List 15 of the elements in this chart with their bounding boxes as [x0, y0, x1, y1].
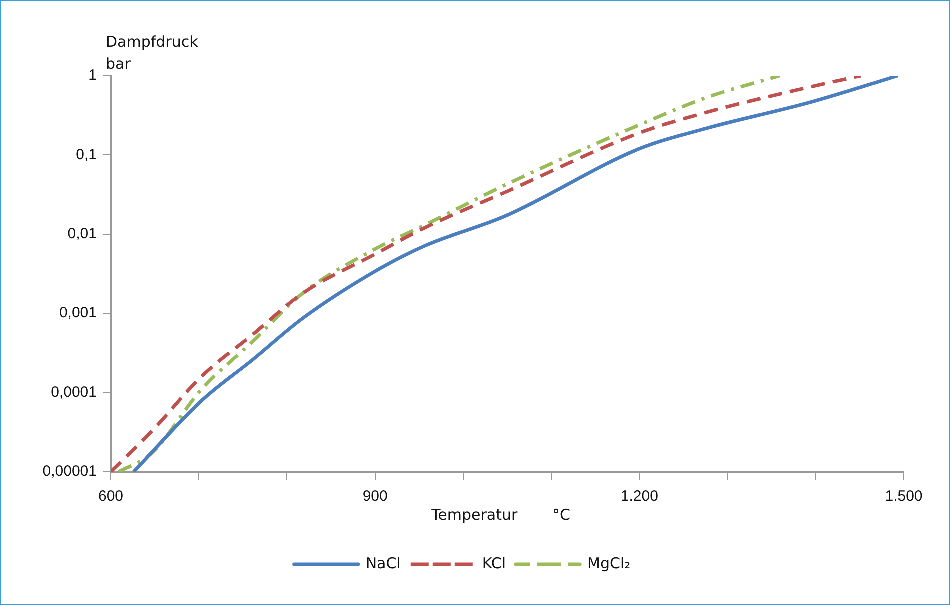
y-tick-label: 0,1: [76, 146, 97, 164]
y-tick-label: 0,0001: [51, 384, 97, 401]
x-tick-label: 900: [362, 488, 388, 506]
legend-label: MgCl₂: [588, 554, 631, 572]
legend-label: KCl: [482, 554, 506, 572]
x-axis-title: Temperatur °C: [430, 506, 572, 524]
y-tick-label: 1: [88, 67, 97, 84]
y-axis-title: Dampfdruck bar: [106, 32, 200, 75]
x-tick-label: 600: [98, 488, 124, 506]
x-tick-label: 1.500: [885, 488, 923, 506]
y-tick-label: 0,001: [59, 304, 97, 322]
x-tick-label: 1.200: [620, 488, 658, 506]
y-tick-label: 0,01: [68, 226, 97, 243]
legend-label: NaCl: [366, 554, 401, 572]
y-tick-label: 0,00001: [42, 463, 97, 480]
